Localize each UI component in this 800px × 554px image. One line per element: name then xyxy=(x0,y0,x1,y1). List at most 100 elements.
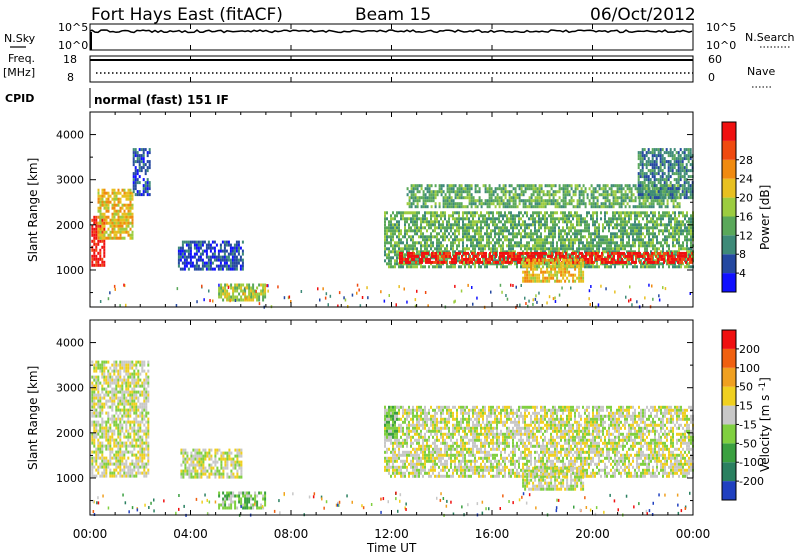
range-gate-cell xyxy=(203,264,206,268)
range-gate-cell xyxy=(596,190,599,194)
cpid-text: normal (fast) 151 IF xyxy=(94,93,229,107)
range-gate-cell xyxy=(668,235,670,239)
range-gate-cell xyxy=(520,199,523,203)
range-gate-cell xyxy=(520,226,522,230)
range-gate-cell xyxy=(97,197,100,201)
range-gate-cell xyxy=(229,252,232,256)
range-gate-cell xyxy=(660,223,662,227)
range-gate-cell xyxy=(454,190,457,194)
range-gate-cell xyxy=(562,202,565,206)
range-gate-cell xyxy=(604,265,606,269)
range-gate-cell xyxy=(656,193,659,197)
range-gate-cell xyxy=(594,220,596,224)
range-gate-cell xyxy=(536,187,539,191)
range-gate-cell xyxy=(99,251,102,255)
range-gate-cell xyxy=(598,205,601,209)
range-gate-cell xyxy=(519,251,521,255)
range-gate-cell xyxy=(582,235,584,239)
range-gate-cell xyxy=(131,230,134,234)
range-gate-cell xyxy=(560,279,563,283)
range-gate-cell xyxy=(406,250,408,254)
range-gate-cell xyxy=(582,241,584,245)
range-gate-cell xyxy=(250,286,253,290)
range-gate-cell xyxy=(594,205,597,209)
range-gate-cell xyxy=(508,190,511,194)
range-gate-cell xyxy=(140,154,143,158)
range-gate-cell xyxy=(550,202,553,206)
range-gate-cell xyxy=(240,283,243,287)
range-gate-cell xyxy=(546,184,549,188)
range-gate-cell xyxy=(632,238,634,242)
range-gate-cell xyxy=(560,187,563,191)
range-gate-cell xyxy=(514,241,516,245)
range-gate-cell xyxy=(528,241,530,245)
range-gate-cell xyxy=(125,221,128,225)
range-gate-cell xyxy=(636,211,638,215)
range-gate-cell xyxy=(540,187,543,191)
range-gate-cell xyxy=(496,223,498,227)
range-gate-cell xyxy=(668,244,670,248)
range-gate-cell xyxy=(97,188,100,192)
range-gate-cell xyxy=(598,244,600,248)
range-gate-cell xyxy=(386,226,388,230)
range-gate-cell xyxy=(560,244,562,248)
range-gate-cell xyxy=(548,184,551,188)
range-gate-cell xyxy=(480,220,482,224)
range-gate-cell xyxy=(538,238,540,242)
range-gate-cell xyxy=(617,260,619,264)
range-gate-cell xyxy=(607,260,609,264)
range-gate-cell xyxy=(490,199,493,203)
range-gate-cell xyxy=(230,295,233,299)
range-gate-cell xyxy=(103,260,106,264)
range-gate-cell xyxy=(644,241,646,245)
range-gate-cell xyxy=(111,197,114,201)
range-gate-cell xyxy=(663,163,666,167)
range-gate-cell xyxy=(690,217,692,221)
range-gate-cell xyxy=(101,212,104,216)
range-gate-cell xyxy=(534,279,537,283)
range-gate-cell xyxy=(655,166,658,170)
range-gate-cell xyxy=(632,226,634,230)
range-gate-cell xyxy=(442,235,444,239)
range-gate-cell xyxy=(91,441,94,445)
range-gate-cell xyxy=(518,193,521,197)
range-gate-cell xyxy=(97,423,100,427)
range-gate-cell xyxy=(679,157,682,161)
range-gate-cell xyxy=(404,229,406,233)
range-gate-cell xyxy=(101,390,104,394)
range-gate-cell xyxy=(616,232,618,236)
range-gate-cell xyxy=(101,230,104,234)
range-gate-cell xyxy=(618,214,620,218)
range-gate-cell xyxy=(516,205,519,209)
range-gate-cell xyxy=(656,223,658,227)
range-gate-cell xyxy=(138,163,141,167)
range-gate-cell xyxy=(241,240,244,244)
range-gate-cell xyxy=(654,265,656,269)
range-gate-cell xyxy=(406,202,409,206)
range-gate-cell xyxy=(240,298,243,302)
range-gate-cell xyxy=(227,243,230,247)
range-gate-cell xyxy=(456,229,458,233)
range-gate-cell xyxy=(651,157,654,161)
range-gate-cell xyxy=(117,215,120,219)
range-gate-cell xyxy=(663,178,666,182)
range-gate-cell xyxy=(624,229,626,233)
range-gate-cell xyxy=(556,244,558,248)
range-gate-cell xyxy=(425,260,427,264)
range-gate-cell xyxy=(653,251,655,255)
range-gate-cell xyxy=(566,232,568,236)
range-gate-cell xyxy=(572,217,574,221)
range-gate-cell xyxy=(179,258,182,262)
range-gate-cell xyxy=(398,241,400,245)
range-gate-cell xyxy=(103,194,106,198)
range-gate-cell xyxy=(588,235,590,239)
range-gate-cell xyxy=(604,241,606,245)
range-gate-cell xyxy=(669,254,671,258)
range-gate-cell xyxy=(91,227,94,231)
range-gate-cell xyxy=(408,190,411,194)
range-gate-cell xyxy=(504,193,507,197)
range-gate-cell xyxy=(107,227,110,231)
range-gate-cell xyxy=(526,264,529,268)
range-gate-cell xyxy=(592,217,594,221)
range-gate-cell xyxy=(461,257,463,261)
